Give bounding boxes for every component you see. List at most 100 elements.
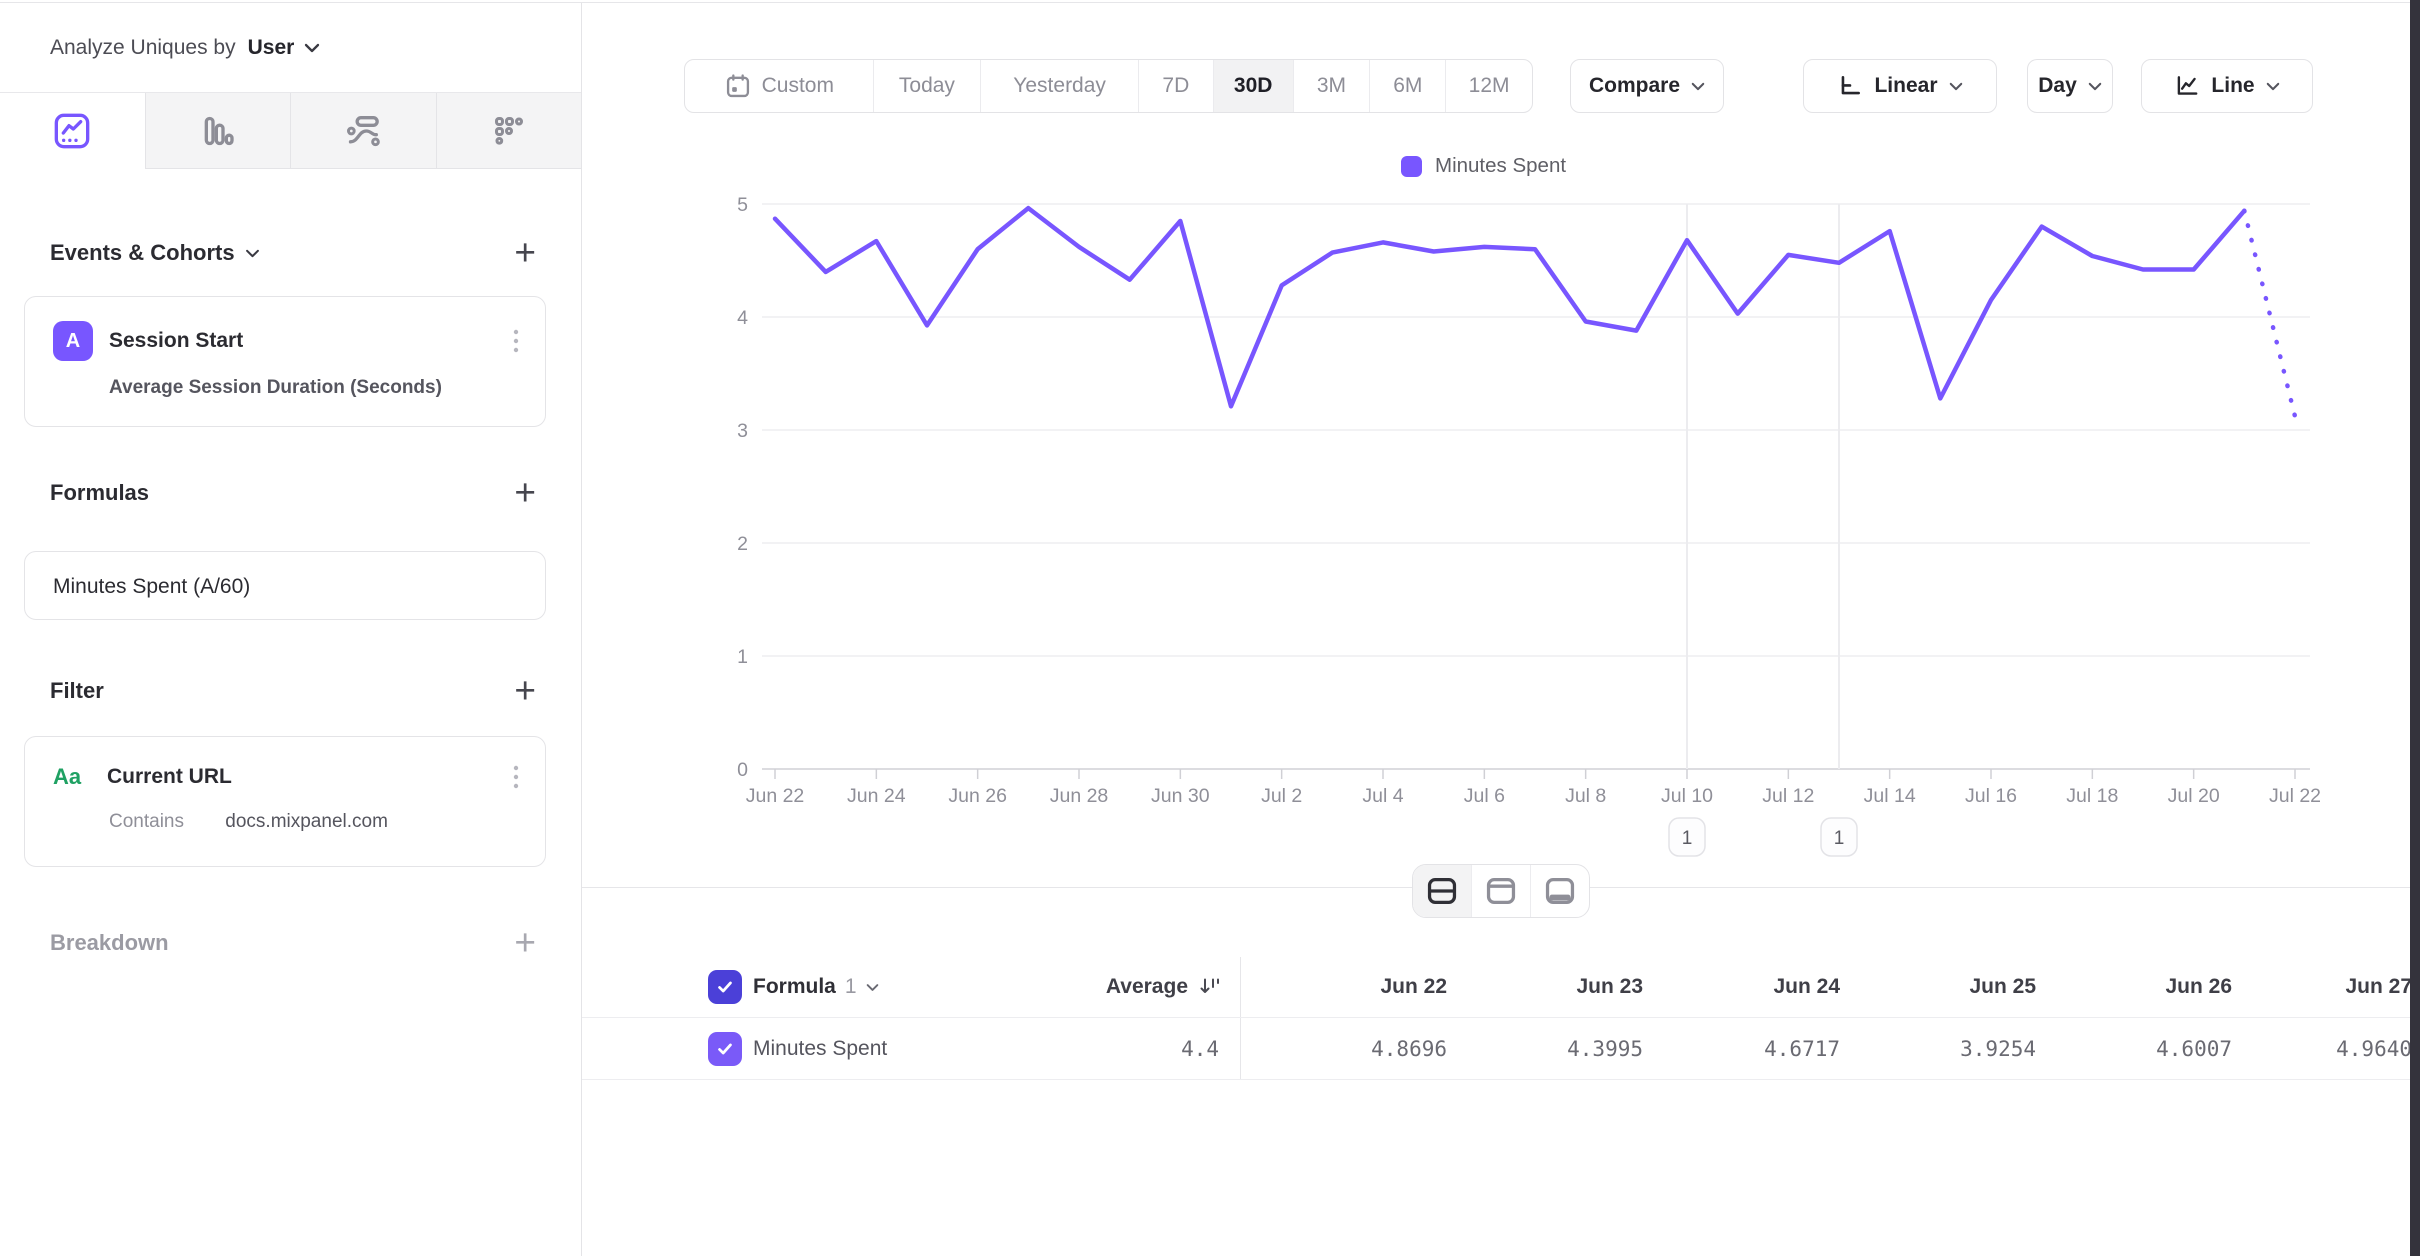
add-event-button[interactable]: +	[514, 232, 536, 273]
date-range-12m[interactable]: 12M	[1445, 60, 1532, 112]
kebab-menu-icon[interactable]	[513, 764, 519, 790]
bar-chart-icon	[198, 111, 238, 151]
add-filter-button[interactable]: +	[514, 670, 536, 711]
table-row-minutes-spent: Minutes Spent 4.4 4.8696 4.3995 4.6717 3.92…	[582, 1017, 2412, 1080]
column-header-jun-24[interactable]: Jun 24	[1773, 975, 1840, 998]
x-tick-label: Jul 16	[1965, 785, 2017, 807]
tab-bar-chart[interactable]	[144, 93, 290, 169]
chevron-down-icon	[866, 983, 878, 991]
annotation-badge-jul-10[interactable]	[1668, 817, 1706, 857]
add-formula-button[interactable]: +	[514, 472, 536, 513]
average-column-header[interactable]: Average	[1002, 957, 1222, 1017]
report-type-tabs	[0, 93, 581, 169]
line-chart-icon	[2178, 76, 2198, 95]
x-tick-label: Jul 2	[1261, 785, 1302, 807]
formula-card[interactable]: Minutes Spent (A/60)	[24, 551, 546, 620]
formula-group-label: Formula	[753, 975, 836, 998]
top-bar-icon	[1486, 878, 1516, 904]
row-checkbox[interactable]	[708, 1032, 742, 1066]
x-tick-label: Jun 24	[847, 785, 906, 807]
x-tick-label: Jul 14	[1864, 785, 1916, 807]
x-tick-label: Jul 12	[1762, 785, 1814, 807]
date-range-30d[interactable]: 30D	[1212, 60, 1293, 112]
date-range-label: Custom	[761, 74, 834, 97]
layout-table-view-button[interactable]	[1530, 865, 1589, 917]
linear-axis-icon	[1842, 76, 1861, 95]
date-range-today[interactable]: Today	[872, 60, 981, 112]
filter-title: Filter	[50, 678, 104, 703]
chevron-down-icon	[304, 43, 320, 53]
x-tick-label: Jun 26	[948, 785, 1007, 807]
chart-type-button[interactable]: Line	[2141, 59, 2313, 113]
x-tick-label: Jul 20	[2168, 785, 2220, 807]
layout-toggle	[1412, 864, 1590, 918]
average-header-label: Average	[1105, 975, 1188, 998]
select-all-checkbox[interactable]	[708, 970, 742, 1004]
filter-value[interactable]: docs.mixpanel.com	[225, 811, 388, 832]
tab-flows[interactable]	[290, 93, 436, 169]
date-range-label: 30D	[1233, 74, 1273, 97]
chart-plot[interactable]: 0 1 2 3 4 5 Jun 22 Jun 24 Jun 26 Jun 28 Jun 30 Jul …	[582, 130, 2410, 890]
y-tick-label: 4	[737, 307, 748, 329]
analyze-uniques-label: Analyze Uniques by	[50, 35, 236, 59]
date-range-7d[interactable]: 7D	[1137, 60, 1213, 112]
chart-type-label: Line	[2211, 74, 2255, 97]
x-tick-label: Jul 18	[2066, 785, 2118, 807]
column-header-jun-22[interactable]: Jun 22	[1380, 975, 1447, 998]
legend-item-minutes-spent[interactable]: Minutes Spent	[1401, 154, 1566, 178]
annotation-badge-jul-13[interactable]	[1820, 817, 1858, 857]
formula-expression: Minutes Spent (A/60)	[53, 574, 251, 598]
x-tick-label: Jul 4	[1362, 785, 1403, 807]
scale-button[interactable]: Linear	[1803, 59, 1997, 113]
compare-button[interactable]: Compare	[1570, 59, 1724, 113]
column-header-jun-25[interactable]: Jun 25	[1969, 975, 2036, 998]
report-main-panel: Custom Today Yesterday 7D 30D 3M 6M 12M Compare…	[582, 0, 2420, 1256]
date-range-3m[interactable]: 3M	[1292, 60, 1370, 112]
tab-insights-line[interactable]	[0, 93, 145, 169]
filter-card-current-url[interactable]: Aa Current URL Contains docs.mixpanel.co…	[24, 736, 546, 867]
cell-value-jun-25: 3.9254	[1960, 1036, 2036, 1061]
layout-chart-view-button[interactable]	[1471, 865, 1530, 917]
scale-label: Linear	[1874, 74, 1938, 97]
date-range-label: 7D	[1162, 74, 1190, 97]
add-breakdown-button[interactable]: +	[514, 922, 536, 963]
legend-swatch	[1401, 155, 1422, 177]
x-tick-label: Jul 10	[1661, 785, 1713, 807]
string-property-icon: Aa	[53, 764, 82, 789]
cell-value-jun-27: 4.9640	[2336, 1036, 2412, 1061]
x-tick-label: Jun 22	[746, 785, 805, 807]
event-aggregation[interactable]: Average Session Duration (Seconds)	[109, 377, 442, 398]
y-tick-label: 5	[737, 194, 748, 216]
column-header-jun-27[interactable]: Jun 27	[2345, 975, 2412, 998]
check-icon	[718, 1043, 732, 1055]
tab-retention-grid[interactable]	[435, 93, 581, 169]
annotation-badge-count: 1	[1834, 828, 1845, 849]
layout-split-view-button[interactable]	[1413, 865, 1471, 917]
formulas-title: Formulas	[50, 480, 150, 505]
calendar-icon	[726, 74, 749, 98]
average-value: 4.4	[1181, 1036, 1219, 1061]
interval-button[interactable]: Day	[2027, 59, 2113, 113]
line-chart[interactable]: Minutes Spent 0 1 2 3 4 5 Jun 22 Jun 24 Jun 26 Ju…	[582, 130, 2410, 890]
event-card-session-start[interactable]: A Session Start Average Session Duration…	[24, 296, 546, 427]
x-tick-label: Jul 22	[2269, 785, 2321, 807]
date-range-label: Today	[898, 74, 955, 97]
series-line-incomplete-segment	[2242, 208, 2298, 419]
date-range-label: Yesterday	[1013, 74, 1106, 97]
column-header-jun-23[interactable]: Jun 23	[1576, 975, 1643, 998]
kebab-menu-icon[interactable]	[513, 328, 519, 354]
date-range-6m[interactable]: 6M	[1369, 60, 1445, 112]
cell-value-jun-22: 4.8696	[1371, 1036, 1447, 1061]
y-tick-label: 2	[737, 533, 748, 555]
column-header-jun-26[interactable]: Jun 26	[2165, 975, 2232, 998]
table-header-row: Formula 1 Average Jun 22 Jun 23 Jun 24 Jun …	[582, 957, 2412, 1017]
filter-operator[interactable]: Contains	[109, 811, 184, 832]
date-range-custom[interactable]: Custom	[685, 60, 873, 112]
date-range-yesterday[interactable]: Yesterday	[980, 60, 1138, 112]
analyze-uniques-value-dropdown[interactable]: User	[247, 35, 295, 59]
events-cohorts-title: Events & Cohorts	[50, 240, 260, 266]
chevron-down-icon	[2266, 82, 2279, 90]
chevron-down-icon	[2088, 82, 2102, 90]
formula-group-dropdown[interactable]: Formula 1	[753, 957, 879, 1017]
